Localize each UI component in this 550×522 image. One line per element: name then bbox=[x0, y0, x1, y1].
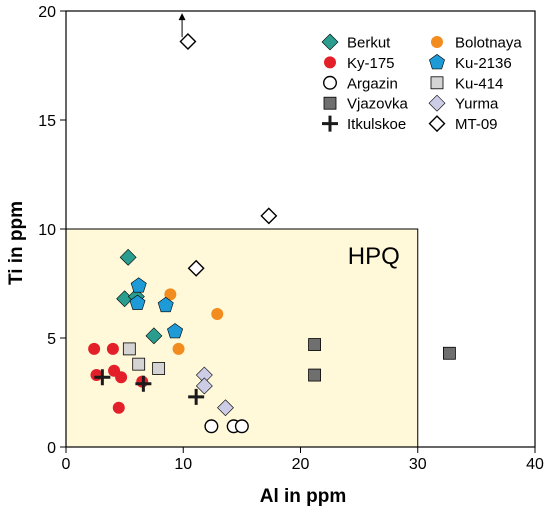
series-mt-09 bbox=[179, 33, 278, 277]
series-yurma bbox=[195, 366, 234, 417]
hpq-region-label: HPQ bbox=[348, 243, 400, 270]
data-point-argazin bbox=[204, 419, 219, 434]
data-point-itkulskoe bbox=[135, 375, 152, 392]
x-tick-label: 30 bbox=[409, 456, 427, 473]
legend-item-ku-2136: Ku-2136 bbox=[429, 54, 512, 72]
legend-label-vjazovka: Vjazovka bbox=[347, 96, 409, 113]
data-point-bolotnaya bbox=[164, 288, 177, 301]
data-point-mt-09 bbox=[179, 33, 197, 51]
data-point-mt-09 bbox=[187, 259, 205, 277]
legend-label-bolotnaya: Bolotnaya bbox=[455, 35, 522, 52]
legend-label-argazin: Argazin bbox=[347, 75, 398, 92]
data-point-vjazovka bbox=[443, 346, 456, 360]
series-bolotnaya bbox=[164, 288, 224, 355]
y-tick-label: 20 bbox=[38, 4, 56, 21]
legend-item-vjazovka: Vjazovka bbox=[323, 96, 409, 113]
legend-label-mt-09: MT-09 bbox=[455, 116, 498, 133]
data-point-bolotnaya bbox=[211, 308, 224, 321]
legend-item-mt-09: MT-09 bbox=[428, 115, 498, 133]
y-tick-label: 5 bbox=[47, 331, 56, 348]
x-tick-label: 40 bbox=[526, 456, 544, 473]
data-point-ku-2136 bbox=[129, 294, 146, 310]
legend-item-bolotnaya: Bolotnaya bbox=[431, 35, 522, 52]
legend-marker-berkut bbox=[321, 33, 339, 51]
legend-item-ku-414: Ku-414 bbox=[430, 75, 503, 92]
data-point-ku-414 bbox=[152, 362, 166, 375]
legend-marker-ky-175 bbox=[324, 56, 336, 69]
series-argazin bbox=[204, 419, 249, 434]
data-point-bolotnaya bbox=[172, 342, 185, 355]
legend-label-ku-2136: Ku-2136 bbox=[455, 55, 512, 72]
hpq-region bbox=[65, 228, 419, 448]
data-point-ku-414 bbox=[132, 357, 146, 371]
data-point-ky-175 bbox=[115, 371, 128, 384]
arrow-up-head bbox=[178, 13, 186, 21]
data-point-berkut bbox=[145, 327, 163, 345]
data-point-vjazovka bbox=[308, 338, 321, 351]
series-ku-414 bbox=[122, 342, 166, 375]
y-tick-label: 0 bbox=[47, 440, 56, 457]
legend-marker-vjazovka bbox=[323, 96, 337, 110]
data-point-argazin bbox=[234, 419, 249, 434]
legend-label-ku-414: Ku-414 bbox=[455, 75, 503, 92]
data-point-ku-2136 bbox=[167, 323, 184, 339]
legend-label-berkut: Berkut bbox=[347, 35, 391, 52]
data-point-berkut bbox=[119, 248, 137, 266]
y-tick-label: 10 bbox=[38, 222, 56, 239]
series-vjazovka bbox=[308, 338, 456, 382]
data-point-ky-175 bbox=[90, 369, 103, 382]
data-point-mt-09 bbox=[260, 207, 278, 225]
x-tick-label: 0 bbox=[62, 456, 71, 473]
legend-label-yurma: Yurma bbox=[455, 96, 499, 113]
y-axis-label: Ti in ppm bbox=[6, 201, 27, 285]
legend-label-ky-175: Ky-175 bbox=[347, 55, 395, 72]
x-tick-label: 10 bbox=[174, 456, 192, 473]
legend-marker-argazin bbox=[323, 75, 338, 90]
data-point-ky-175 bbox=[88, 342, 101, 355]
x-tick-label: 20 bbox=[292, 456, 310, 473]
legend-marker-mt-09 bbox=[428, 115, 446, 133]
legend-marker-bolotnaya bbox=[431, 36, 443, 48]
legend-item-argazin: Argazin bbox=[323, 75, 398, 92]
legend-item-ky-175: Ky-175 bbox=[324, 55, 395, 72]
data-point-ku-2136 bbox=[130, 277, 147, 293]
data-point-ku-2136 bbox=[157, 296, 174, 313]
data-point-itkulskoe bbox=[94, 369, 111, 386]
x-axis-label: Al in ppm bbox=[260, 486, 347, 507]
legend-item-itkulskoe: Itkulskoe bbox=[322, 115, 406, 133]
legend-item-yurma: Yurma bbox=[428, 94, 499, 113]
series-itkulskoe bbox=[94, 369, 205, 405]
data-point-ky-175 bbox=[112, 401, 125, 414]
legend-marker-yurma bbox=[428, 94, 446, 112]
legend-marker-ku-2136 bbox=[429, 54, 445, 70]
data-point-yurma bbox=[217, 399, 234, 417]
data-point-vjazovka bbox=[308, 368, 321, 382]
series-ku-2136 bbox=[129, 277, 184, 339]
data-point-itkulskoe bbox=[188, 388, 205, 405]
data-point-ku-414 bbox=[122, 342, 136, 356]
data-point-ky-175 bbox=[106, 342, 119, 355]
legend-item-berkut: Berkut bbox=[321, 33, 391, 52]
y-tick-label: 15 bbox=[38, 113, 56, 130]
data-point-yurma bbox=[195, 377, 213, 395]
legend-marker-itkulskoe bbox=[322, 115, 338, 132]
legend-label-itkulskoe: Itkulskoe bbox=[347, 116, 406, 133]
legend-marker-ku-414 bbox=[430, 76, 444, 90]
